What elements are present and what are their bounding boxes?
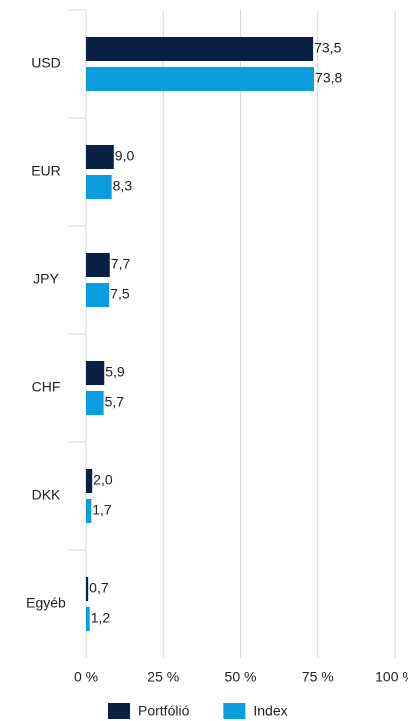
data-label: 1,2 — [91, 610, 111, 626]
y-tick-label: CHF — [32, 379, 61, 395]
y-tick-label: USD — [31, 55, 61, 71]
legend-label: Index — [253, 703, 287, 719]
x-tick-label: 50 % — [225, 669, 257, 685]
data-label: 73,8 — [315, 70, 342, 86]
y-tick-label: JPY — [33, 271, 59, 287]
data-label: 8,3 — [113, 178, 133, 194]
bar — [86, 607, 90, 631]
bar — [86, 283, 110, 307]
data-label: 2,0 — [93, 472, 113, 488]
bar — [86, 361, 105, 385]
bar — [86, 391, 104, 415]
bar — [86, 577, 89, 601]
x-tick-label: 25 % — [147, 669, 179, 685]
bar — [86, 67, 315, 91]
legend-swatch — [223, 703, 246, 719]
data-label: 5,9 — [105, 364, 125, 380]
data-label: 73,5 — [314, 40, 341, 56]
y-tick-label: Egyéb — [26, 595, 66, 611]
data-label: 5,7 — [105, 394, 125, 410]
data-label: 7,7 — [111, 256, 131, 272]
x-tick-label: 0 % — [74, 669, 98, 685]
x-tick-label: 75 % — [302, 669, 334, 685]
bar — [86, 469, 93, 493]
bar — [86, 175, 112, 199]
data-label: 7,5 — [110, 286, 130, 302]
x-tick-label: 100 % — [375, 669, 408, 685]
bar — [86, 253, 110, 277]
data-label: 0,7 — [89, 580, 109, 596]
bar — [86, 37, 314, 61]
legend-swatch — [108, 703, 130, 719]
bar — [86, 499, 92, 523]
y-tick-label: DKK — [32, 487, 61, 503]
data-label: 9,0 — [115, 148, 135, 164]
data-label: 1,7 — [92, 502, 112, 518]
y-tick-label: EUR — [31, 163, 61, 179]
bar — [86, 145, 114, 169]
legend-label: Portfólió — [138, 703, 190, 719]
